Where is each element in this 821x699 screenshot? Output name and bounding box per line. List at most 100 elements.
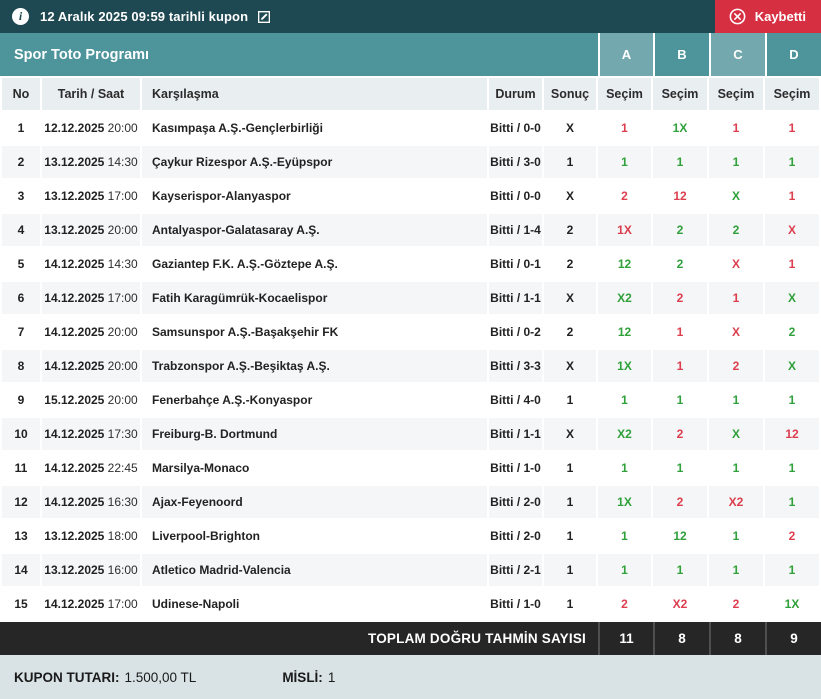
- table-row: 2 13.12.2025 14:30 Çaykur Rizespor A.Ş.-Ey…: [2, 146, 819, 178]
- pick-b: 1: [653, 452, 707, 484]
- match-datetime: 13.12.2025 20:00: [42, 214, 140, 246]
- coupon-header-bar: i 12 Aralık 2025 09:59 tarihli kupon Kay…: [0, 0, 821, 33]
- pick-d: 1: [765, 384, 819, 416]
- pick-d: 12: [765, 418, 819, 450]
- table-row: 10 14.12.2025 17:30 Freiburg-B. Dortmund Bi…: [2, 418, 819, 450]
- pick-d: 2: [765, 316, 819, 348]
- match-name: Samsunspor A.Ş.-Başakşehir FK: [142, 316, 487, 348]
- pick-a: X2: [598, 418, 651, 450]
- match-status: Bitti / 0-1: [489, 248, 542, 280]
- table-header-row: No Tarih / Saat Karşılaşma Durum Sonuç S…: [2, 78, 819, 110]
- column-header-b[interactable]: B: [677, 47, 687, 62]
- multiplier-label: MİSLİ:: [282, 669, 323, 685]
- row-number: 2: [2, 146, 40, 178]
- pick-a: 1: [598, 146, 651, 178]
- match-name: Atletico Madrid-Valencia: [142, 554, 487, 586]
- pick-a: 1: [598, 452, 651, 484]
- match-date: 14.12.2025: [44, 427, 105, 441]
- multiplier-value: 1: [327, 669, 336, 685]
- match-status: Bitti / 0-0: [489, 112, 542, 144]
- match-date: 13.12.2025: [44, 529, 105, 543]
- match-date: 14.12.2025: [44, 597, 105, 611]
- matches-body: 1 12.12.2025 20:00 Kasımpaşa A.Ş.-Gençlerb…: [2, 112, 819, 620]
- column-header-d[interactable]: D: [789, 47, 799, 62]
- row-number: 5: [2, 248, 40, 280]
- row-number: 15: [2, 588, 40, 620]
- pick-d: 1X: [765, 588, 819, 620]
- divider: [653, 33, 655, 76]
- header-pick-b: Seçim: [653, 78, 707, 110]
- match-datetime: 13.12.2025 18:00: [42, 520, 140, 552]
- coupon-summary: KUPON TUTARI: 1.500,00 TL MİSLİ: 1: [0, 655, 821, 699]
- edit-square-icon: [256, 9, 272, 25]
- match-name: Antalyaspor-Galatasaray A.Ş.: [142, 214, 487, 246]
- pick-b: 1X: [653, 112, 707, 144]
- row-number: 9: [2, 384, 40, 416]
- row-number: 1: [2, 112, 40, 144]
- table-row: 8 14.12.2025 20:00 Trabzonspor A.Ş.-Beşikt…: [2, 350, 819, 382]
- match-time: 20:00: [104, 325, 138, 339]
- match-time: 17:00: [104, 189, 138, 203]
- pick-b: 2: [653, 282, 707, 314]
- match-datetime: 14.12.2025 17:30: [42, 418, 140, 450]
- pick-d: 1: [765, 146, 819, 178]
- match-status: Bitti / 2-1: [489, 554, 542, 586]
- pick-a: 1: [598, 520, 651, 552]
- header-pick-c: Seçim: [709, 78, 763, 110]
- match-name: Kayserispor-Alanyaspor: [142, 180, 487, 212]
- program-title: Spor Toto Programı: [14, 46, 150, 63]
- table-row: 11 14.12.2025 22:45 Marsilya-Monaco Bitti /…: [2, 452, 819, 484]
- total-correct-d: 9: [790, 631, 798, 646]
- pick-a: 2: [598, 180, 651, 212]
- total-correct-b: 8: [678, 631, 686, 646]
- match-time: 20:00: [104, 393, 138, 407]
- header-no: No: [2, 78, 40, 110]
- pick-a: 1: [598, 112, 651, 144]
- match-datetime: 14.12.2025 14:30: [42, 248, 140, 280]
- column-header-a[interactable]: A: [600, 33, 653, 76]
- pick-a: 12: [598, 248, 651, 280]
- match-time: 20:00: [104, 223, 138, 237]
- pick-d: 1: [765, 554, 819, 586]
- match-result: 2: [544, 248, 596, 280]
- table-row: 13 13.12.2025 18:00 Liverpool-Brighton Bitt…: [2, 520, 819, 552]
- match-result: 1: [544, 520, 596, 552]
- match-date: 14.12.2025: [44, 325, 105, 339]
- pick-a: 1: [598, 554, 651, 586]
- column-header-c[interactable]: C: [711, 33, 765, 76]
- match-result: 1: [544, 384, 596, 416]
- match-result: X: [544, 350, 596, 382]
- match-datetime: 14.12.2025 17:00: [42, 282, 140, 314]
- pick-c: X: [709, 248, 763, 280]
- stake-value: 1.500,00 TL: [124, 669, 197, 685]
- table-row: 4 13.12.2025 20:00 Antalyaspor-Galatasaray…: [2, 214, 819, 246]
- pick-b: 2: [653, 248, 707, 280]
- header-status: Durum: [489, 78, 542, 110]
- pick-b: 12: [653, 520, 707, 552]
- match-name: Çaykur Rizespor A.Ş.-Eyüpspor: [142, 146, 487, 178]
- divider: [598, 33, 600, 76]
- match-time: 20:00: [104, 121, 138, 135]
- match-status: Bitti / 3-0: [489, 146, 542, 178]
- match-date: 15.12.2025: [44, 393, 105, 407]
- table-row: 14 13.12.2025 16:00 Atletico Madrid-Valenc…: [2, 554, 819, 586]
- match-status: Bitti / 1-1: [489, 282, 542, 314]
- edit-coupon-button[interactable]: [256, 9, 272, 25]
- divider: [709, 33, 711, 76]
- match-date: 12.12.2025: [44, 121, 105, 135]
- pick-d: X: [765, 214, 819, 246]
- match-date: 14.12.2025: [44, 359, 105, 373]
- info-icon: i: [12, 8, 29, 25]
- match-time: 20:00: [104, 359, 138, 373]
- divider: [765, 622, 767, 655]
- match-status: Bitti / 1-1: [489, 418, 542, 450]
- match-date: 13.12.2025: [44, 189, 105, 203]
- match-result: 1: [544, 554, 596, 586]
- row-number: 12: [2, 486, 40, 518]
- match-result: X: [544, 282, 596, 314]
- pick-d: X: [765, 350, 819, 382]
- divider: [765, 33, 767, 76]
- match-name: Trabzonspor A.Ş.-Beşiktaş A.Ş.: [142, 350, 487, 382]
- pick-c: 1: [709, 452, 763, 484]
- status-badge-lost: Kaybetti: [714, 0, 821, 33]
